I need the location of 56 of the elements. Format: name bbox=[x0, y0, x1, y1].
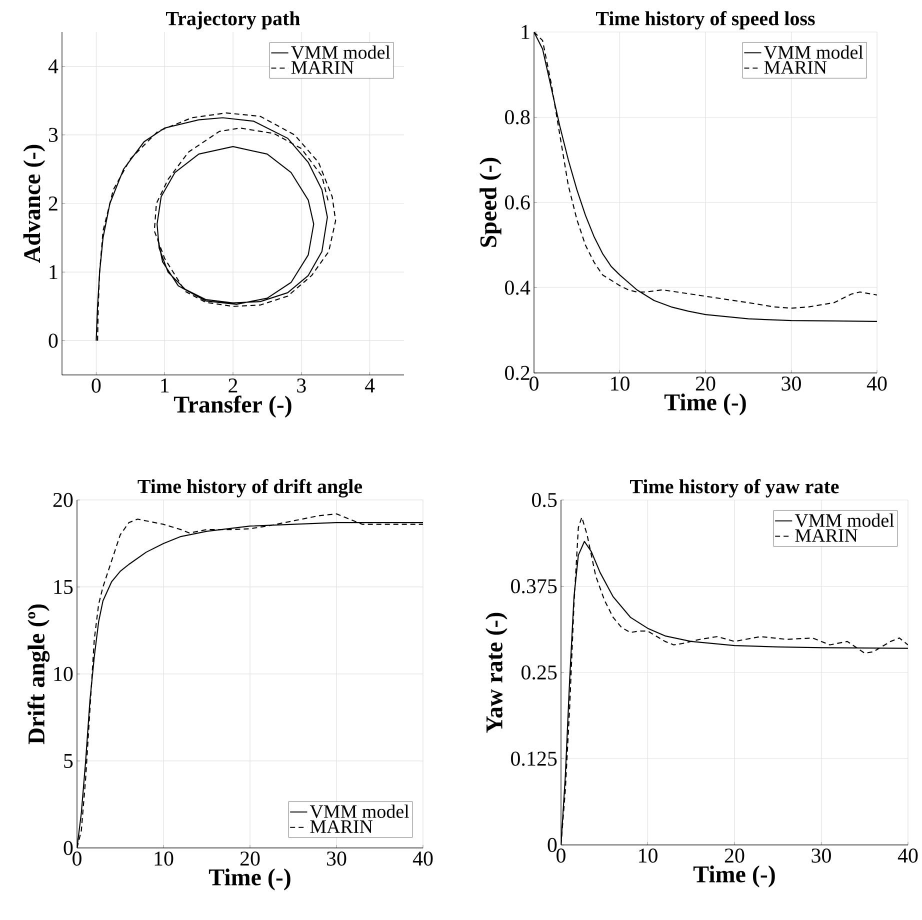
legend-label: MARIN bbox=[291, 61, 354, 74]
x-tick-label: 10 bbox=[611, 376, 630, 391]
legend-label: VMM model bbox=[764, 45, 864, 59]
x-tick-label: 10 bbox=[639, 848, 658, 863]
legend-label: VMM model bbox=[794, 514, 894, 528]
x-tick-label: 4 bbox=[364, 378, 375, 392]
x-tick-label: 20 bbox=[696, 376, 716, 391]
x-axis-title: Time (-) bbox=[208, 868, 290, 890]
legend-label: MARIN bbox=[764, 61, 827, 74]
y-axis-title: Drift angle (º) bbox=[27, 604, 50, 744]
y-tick-label: 0.2 bbox=[505, 366, 530, 380]
x-tick-label: 30 bbox=[782, 376, 801, 391]
y-tick-label: 5 bbox=[64, 754, 73, 768]
y-tick-label: 0.8 bbox=[505, 110, 530, 124]
x-axis-title: Time (-) bbox=[664, 394, 746, 416]
y-tick-label: 0.125 bbox=[511, 752, 557, 766]
y-tick-label: 0.5 bbox=[532, 492, 557, 508]
y-tick-label: 0.375 bbox=[511, 579, 557, 594]
y-tick-label: 3 bbox=[48, 128, 58, 142]
chart-title: Trajectory path bbox=[166, 11, 300, 30]
x-axis-title: Transfer (-) bbox=[174, 396, 292, 418]
y-tick-label: 1 bbox=[522, 25, 530, 39]
x-tick-label: 40 bbox=[898, 848, 918, 863]
x-tick-label: 0 bbox=[92, 378, 101, 393]
y-tick-label: 20 bbox=[53, 492, 73, 508]
x-tick-label: 30 bbox=[812, 848, 831, 863]
y-tick-label: 15 bbox=[54, 580, 73, 594]
y-tick-label: 1 bbox=[50, 265, 58, 280]
x-tick-label: 20 bbox=[724, 848, 744, 863]
y-axis-title: Yaw rate (-) bbox=[486, 612, 508, 733]
chart-title: Time history of drift angle bbox=[138, 478, 362, 498]
y-tick-label: 0 bbox=[48, 334, 58, 348]
y-tick-label: 10 bbox=[54, 666, 73, 682]
y-tick-label: 0.4 bbox=[505, 280, 530, 295]
legend-label: VMM model bbox=[310, 804, 410, 818]
chart-title: Time history of yaw rate bbox=[630, 479, 839, 498]
y-axis-title: Speed (-) bbox=[480, 158, 502, 247]
y-axis-title: Advance (-) bbox=[23, 144, 46, 263]
x-axis-title: Time (-) bbox=[693, 866, 775, 888]
y-tick-label: 4 bbox=[48, 59, 58, 74]
x-tick-label: 40 bbox=[412, 852, 433, 866]
x-tick-label: 20 bbox=[240, 852, 260, 866]
legend-label: VMM model bbox=[291, 45, 390, 59]
legend-label: MARIN bbox=[795, 529, 858, 542]
y-tick-label: 2 bbox=[48, 196, 58, 210]
x-tick-label: 2 bbox=[228, 378, 238, 392]
y-tick-label: 0.6 bbox=[505, 195, 530, 210]
y-tick-label: 0 bbox=[548, 838, 557, 852]
x-tick-label: 40 bbox=[866, 376, 887, 391]
legend-label: MARIN bbox=[310, 820, 373, 833]
x-tick-label: 30 bbox=[327, 852, 346, 866]
y-tick-label: 0.25 bbox=[522, 665, 557, 680]
x-tick-label: 1 bbox=[161, 378, 169, 392]
x-tick-label: 3 bbox=[297, 378, 306, 393]
chart-title: Time history of speed loss bbox=[596, 11, 815, 30]
x-tick-label: 10 bbox=[154, 852, 174, 866]
